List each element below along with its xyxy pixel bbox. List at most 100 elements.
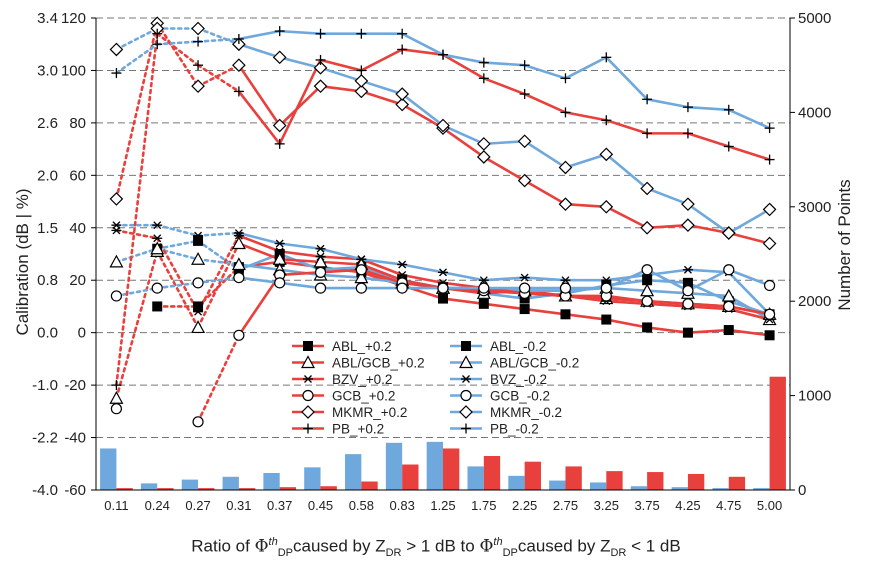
- point-ABL_-0.2-3.75: [642, 275, 653, 286]
- series-segment: [400, 273, 445, 285]
- series-BZV_+0.2: [115, 229, 771, 321]
- legend-label: ABL/GCB_-0.2: [490, 356, 579, 371]
- point-BVZ_-0.2-0.31: [233, 229, 244, 237]
- point-PB_-0.2-4.75: [723, 104, 734, 115]
- phi-symbol: Φ: [254, 536, 269, 557]
- y-inner-tick-label: 100: [61, 62, 86, 79]
- series-segment: [686, 292, 731, 298]
- series-segment: [441, 53, 486, 80]
- point-BVZ_-0.2-0.58: [356, 255, 367, 264]
- bar-plus-0.58: [361, 481, 378, 490]
- point-ABL_+0.2-3.75: [642, 322, 653, 333]
- phi-subscript-2: DP: [502, 547, 518, 560]
- series-segment: [319, 58, 363, 72]
- legend-marker: [302, 389, 314, 402]
- point-GCB_+0.2-0.31: [233, 329, 245, 341]
- bar-minus-0.58: [345, 454, 362, 490]
- point-PB_-0.2-4.25: [682, 102, 693, 113]
- bar-plus-3.75: [647, 472, 664, 490]
- point-MKMR_+0.2-0.11: [109, 192, 124, 206]
- phi-subscript: DP: [277, 547, 293, 560]
- series-segment: [278, 29, 322, 36]
- zdr-subscript-2: DR: [610, 547, 627, 560]
- series-segment: [237, 263, 282, 272]
- point-MKMR_+0.2-4.25: [681, 218, 695, 233]
- point-BVZ_-0.2-0.24: [152, 221, 163, 230]
- point-BZV_+0.2-0.27: [193, 307, 204, 316]
- series-segment: [727, 108, 771, 130]
- point-GCB_-0.2-1.25: [437, 282, 449, 294]
- series-segment: [482, 77, 526, 96]
- series-segment: [482, 61, 526, 67]
- point-ABL_+0.2-0.27: [193, 301, 204, 312]
- series-segment: [564, 313, 608, 321]
- point-BVZ_-0.2-1.75: [478, 276, 489, 285]
- series-segment: [564, 111, 608, 122]
- bar-series: [100, 376, 786, 490]
- y-outer-tick-label: -1.0: [32, 377, 58, 394]
- y-axis-right-title: Number of Points: [835, 179, 854, 310]
- legend-marker: [301, 405, 315, 419]
- point-ABL_+0.2-5.00: [764, 330, 775, 341]
- x-tick-label: 0.83: [390, 498, 415, 513]
- y-inner-tick-label: -60: [64, 482, 86, 499]
- bar-minus-0.24: [140, 483, 158, 490]
- point-ABL_+0.2-1.75: [478, 298, 489, 309]
- series-segment: [115, 247, 159, 264]
- series-segment: [155, 239, 200, 251]
- point-PB_-0.2-0.31: [233, 33, 244, 44]
- legend-label: BZV_+0.2: [332, 372, 392, 387]
- series-ABL/GCB_-0.2: [115, 247, 771, 321]
- point-PB_-0.2-5.00: [764, 123, 775, 134]
- series-segment: [196, 257, 241, 266]
- bar-minus-0.37: [263, 473, 280, 490]
- point-GCB_+0.2-0.27: [192, 416, 204, 428]
- series-segment: [686, 268, 731, 293]
- series-segment: [196, 333, 241, 424]
- point-PB_-0.2-1.75: [478, 57, 489, 68]
- series-segment: [319, 265, 363, 274]
- point-PB_-0.2-0.37: [274, 26, 285, 37]
- legend-item-BZV_+0.2: BZV_+0.2: [292, 372, 392, 387]
- series-segment: [400, 32, 445, 57]
- point-GCB_-0.2-4.25: [682, 285, 694, 297]
- x-tick-label: 0.37: [267, 498, 292, 513]
- bar-minus-0.45: [304, 467, 321, 490]
- point-GCB_+0.2-4.25: [682, 298, 694, 310]
- point-BZV_+0.2-0.83: [397, 271, 408, 279]
- legend-label: BVZ_-0.2: [490, 372, 547, 387]
- series-ABL_+0.2: [155, 260, 771, 337]
- series-segment: [604, 153, 649, 190]
- point-ABL_+0.2-0.24: [152, 301, 163, 312]
- series-segment: [604, 56, 649, 101]
- y-inner-tick-label: -40: [64, 430, 86, 447]
- series-segment: [441, 53, 486, 64]
- point-PB_+0.2-0.11: [111, 380, 122, 391]
- series-segment: [441, 271, 486, 282]
- bar-plus-0.37: [279, 487, 297, 490]
- series-segment: [727, 328, 771, 337]
- point-MKMR_-0.2-1.75: [476, 137, 491, 151]
- point-PB_+0.2-3.25: [601, 115, 612, 126]
- point-PB_+0.2-0.24: [152, 28, 163, 39]
- series-segment: [523, 307, 567, 316]
- point-BVZ_-0.2-0.45: [315, 244, 326, 253]
- point-BVZ_-0.2-0.27: [193, 231, 204, 240]
- y-right-tick-label: 3000: [798, 199, 831, 216]
- series-segment: [155, 236, 200, 313]
- point-PB_+0.2-1.75: [478, 73, 489, 84]
- legend: ABL_+0.2 ABL_-0.2 ABL/GCB_+0.2 ABL/GCB_-0.2…: [292, 339, 579, 437]
- y-inner-tick-label: 80: [69, 115, 86, 132]
- point-ABL_+0.2-4.25: [682, 327, 693, 338]
- legend-item-ABL/GCB_+0.2: ABL/GCB_+0.2: [292, 355, 425, 371]
- point-PB_-0.2-0.45: [315, 28, 326, 39]
- point-MKMR_-0.2-1.25: [436, 118, 450, 133]
- point-GCB_-0.2-0.45: [314, 282, 327, 294]
- legend-marker: [460, 389, 472, 402]
- y-inner-tick-label: 60: [69, 167, 86, 184]
- series-segment: [115, 32, 159, 387]
- bar-plus-4.25: [687, 473, 705, 490]
- legend-label: ABL_+0.2: [332, 339, 392, 354]
- point-PB_-0.2-0.24: [152, 39, 163, 50]
- point-MKMR_+0.2-1.75: [476, 150, 491, 164]
